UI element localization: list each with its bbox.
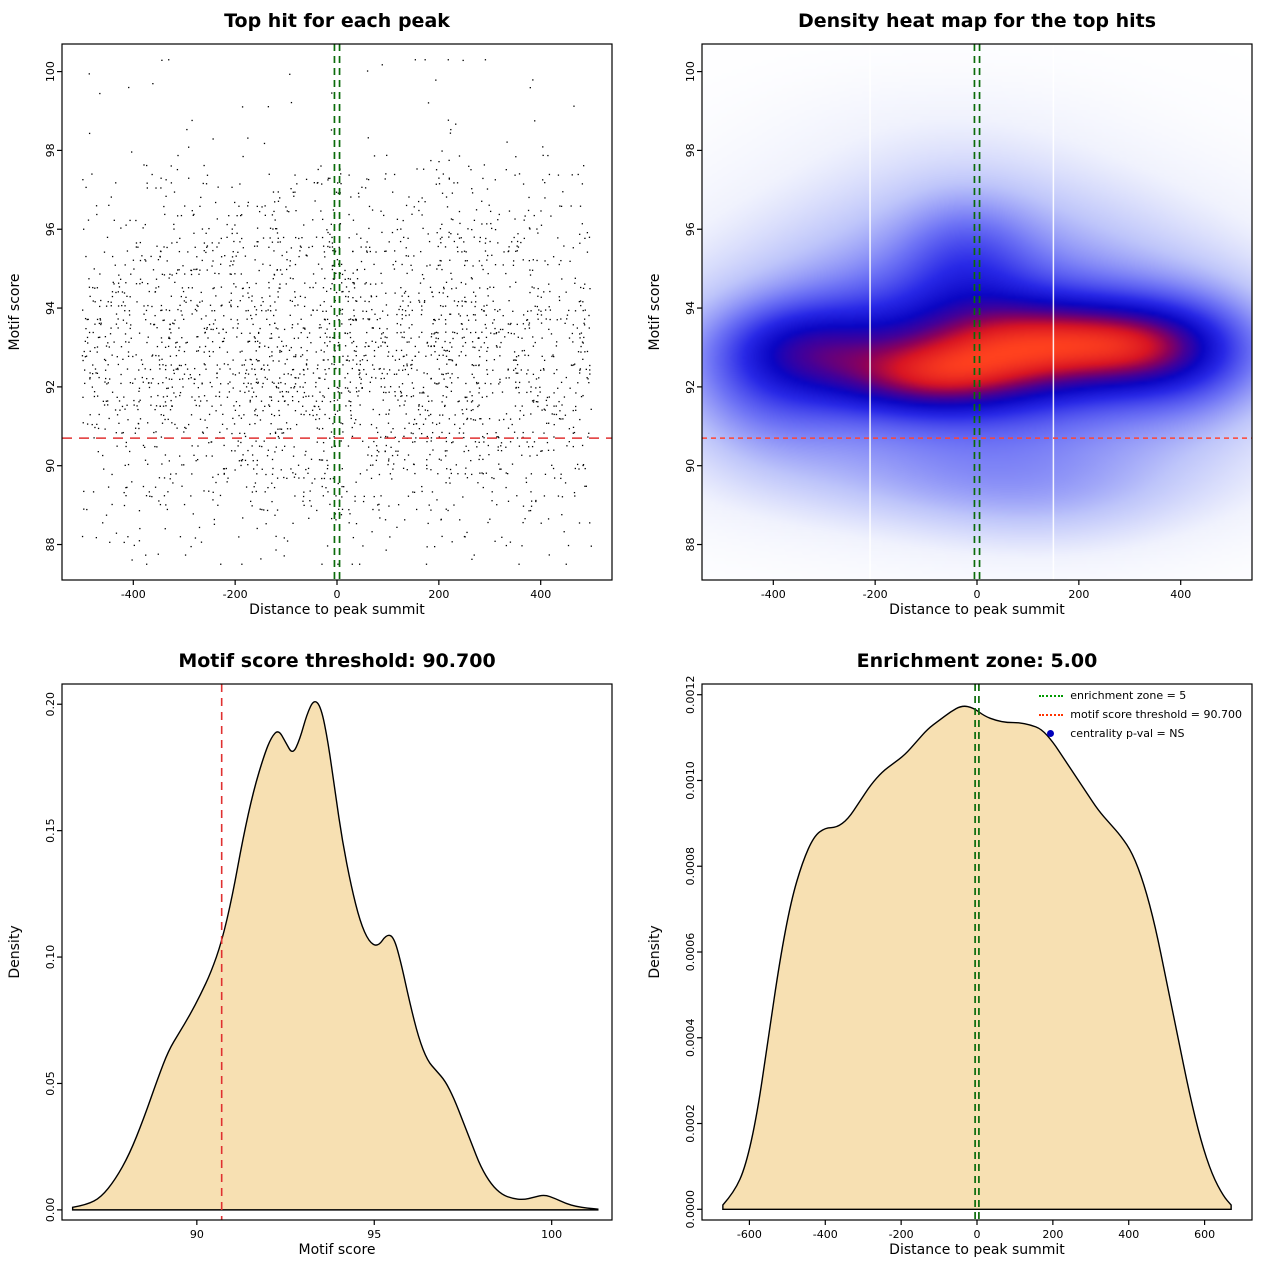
scatter-chart-title: Top hit for each peak xyxy=(224,10,450,32)
legend-item-enrichment-zone: enrichment zone = 5 xyxy=(1039,688,1242,703)
legend-item-score-threshold: motif score threshold = 90.700 xyxy=(1039,707,1242,722)
legend: enrichment zone = 5 motif score threshol… xyxy=(1039,688,1242,741)
blue-point-icon xyxy=(1047,730,1055,737)
scatter-plot-canvas xyxy=(0,0,640,640)
legend-item-centrality-pval: centrality p-val = NS xyxy=(1039,726,1242,741)
legend-label: motif score threshold = 90.700 xyxy=(1070,708,1242,721)
heatmap-x-axis-label: Distance to peak summit xyxy=(889,602,1065,618)
scatter-y-axis-label: Motif score xyxy=(7,273,23,351)
legend-label: centrality p-val = NS xyxy=(1070,727,1185,740)
summit-density-plot-canvas xyxy=(640,640,1280,1280)
panel-top-hit-scatter: Top hit for each peak Distance to peak s… xyxy=(0,0,640,640)
enrichment-x-axis-label: Distance to peak summit xyxy=(889,1242,1065,1258)
green-dotted-line-icon xyxy=(1039,694,1064,697)
heatmap-chart-title: Density heat map for the top hits xyxy=(797,10,1157,32)
enrichment-y-axis-label: Density xyxy=(647,925,663,979)
legend-label: enrichment zone = 5 xyxy=(1070,689,1187,702)
score-density-y-axis-label: Density xyxy=(7,925,23,979)
enrichment-chart-title: Enrichment zone: 5.00 xyxy=(856,650,1098,672)
panel-density-heatmap: Density heat map for the top hits Distan… xyxy=(640,0,1280,640)
score-density-chart-title: Motif score threshold: 90.700 xyxy=(178,650,496,672)
red-dotted-line-icon xyxy=(1039,713,1064,716)
panel-enrichment-zone-density: Enrichment zone: 5.00 Distance to peak s… xyxy=(640,640,1280,1280)
scatter-x-axis-label: Distance to peak summit xyxy=(249,602,425,618)
heatmap-y-axis-label: Motif score xyxy=(647,273,663,351)
panel-motif-score-density: Motif score threshold: 90.700 Motif scor… xyxy=(0,640,640,1280)
score-density-plot-canvas xyxy=(0,640,640,1280)
score-density-x-axis-label: Motif score xyxy=(298,1242,376,1258)
heatmap-plot-canvas xyxy=(640,0,1280,640)
